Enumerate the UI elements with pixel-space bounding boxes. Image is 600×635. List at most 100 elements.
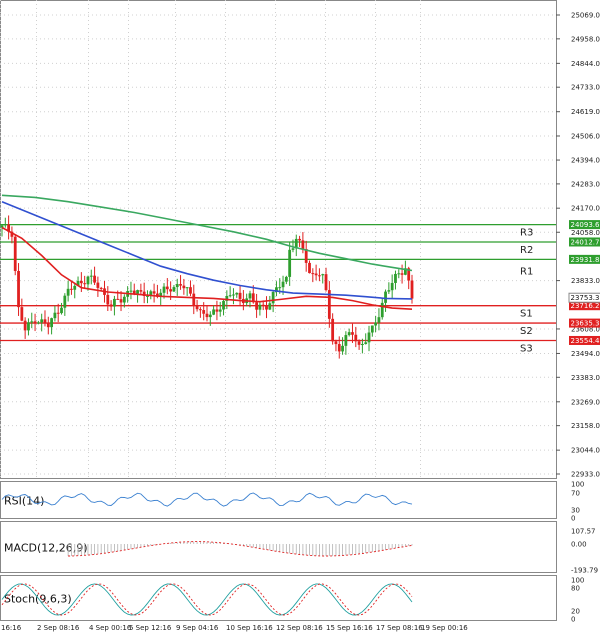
candle-body bbox=[394, 273, 397, 283]
candle-body bbox=[89, 275, 93, 277]
x-axis-label: 16:16 bbox=[1, 624, 22, 632]
x-axis-label: 19 Sep 00:16 bbox=[421, 624, 468, 632]
candle-body bbox=[106, 294, 110, 305]
candle-body bbox=[208, 314, 212, 318]
x-axis-label: 15 Sep 16:16 bbox=[326, 624, 373, 632]
level-tag-text-r3: 24093.6 bbox=[571, 221, 600, 229]
candle-body bbox=[215, 309, 219, 312]
level-tag-r2 bbox=[569, 237, 600, 247]
candle-body bbox=[175, 284, 179, 288]
candle-body bbox=[99, 287, 103, 289]
indicator-title: MACD(12,26,9) bbox=[4, 542, 88, 555]
candle-body bbox=[361, 344, 364, 346]
y-axis-label: 23044.0 bbox=[571, 447, 600, 455]
candle-body bbox=[314, 273, 318, 276]
candle-body bbox=[304, 248, 308, 263]
level-tag-r3 bbox=[569, 220, 600, 230]
candle-body bbox=[149, 291, 153, 296]
y-axis-label: 24619.0 bbox=[571, 108, 600, 116]
y-axis-label: 24283.0 bbox=[571, 180, 600, 188]
candle-body bbox=[205, 313, 209, 318]
candle-body bbox=[116, 298, 120, 300]
candle-body bbox=[70, 288, 73, 290]
candle-body bbox=[248, 293, 252, 299]
candle-body bbox=[377, 317, 381, 323]
candle-body bbox=[308, 262, 311, 274]
candle-body bbox=[36, 322, 40, 324]
candle-body bbox=[337, 344, 341, 352]
candle-body bbox=[407, 268, 411, 281]
x-axis: 16:16 2 Sep 08:16 4 Sep 00:165 Sep 12:16 9 … bbox=[1, 624, 468, 632]
candle-body bbox=[185, 287, 189, 289]
candle-body bbox=[46, 323, 50, 328]
candle-body bbox=[152, 291, 156, 294]
candle-body bbox=[162, 286, 166, 293]
candle-body bbox=[288, 249, 292, 277]
candle-body bbox=[251, 293, 255, 303]
y-axis-label: 23833.0 bbox=[571, 277, 600, 285]
candle-body bbox=[364, 342, 368, 345]
level-tag-s1 bbox=[569, 301, 600, 311]
x-axis-label: 4 Sep 00:16 bbox=[89, 624, 132, 632]
indicator-title: Stoch(9,6,3) bbox=[4, 593, 72, 606]
price-tags: 24093.6 24012.7 23931.8 23716.2 23635.3 23554… bbox=[568, 220, 600, 345]
indicator-axis-label: 0 bbox=[571, 616, 575, 624]
candle-body bbox=[3, 224, 7, 226]
candle-body bbox=[40, 319, 44, 323]
level-tag-s2 bbox=[569, 318, 600, 328]
moving-averages bbox=[1, 194, 413, 310]
ma-line-ma-slow bbox=[1, 194, 413, 272]
y-axis-label: 23383.0 bbox=[571, 374, 600, 382]
candle-body bbox=[400, 273, 404, 275]
x-axis-label: 17 Sep 08:16 bbox=[376, 624, 423, 632]
candle-body bbox=[341, 345, 344, 352]
candle-body bbox=[255, 302, 258, 310]
candle-body bbox=[192, 293, 196, 306]
candle-body bbox=[169, 289, 173, 292]
candle-body bbox=[122, 296, 126, 303]
ma-line-ma-fast bbox=[1, 226, 413, 310]
candle-body bbox=[268, 303, 272, 310]
y-axis-label: 24958.0 bbox=[571, 35, 600, 43]
candle-body bbox=[265, 304, 268, 310]
candle-body bbox=[321, 274, 325, 276]
candle-body bbox=[367, 332, 371, 343]
candle-body bbox=[311, 273, 315, 275]
candle-body bbox=[10, 231, 14, 237]
indicator-axis-label: -193.79 bbox=[571, 567, 598, 575]
indicator-axis-label: 100 bbox=[571, 481, 584, 489]
candle-body bbox=[380, 302, 384, 318]
y-axis-label: 24058.0 bbox=[571, 229, 600, 237]
candle-body bbox=[344, 335, 348, 346]
y-axis-label: 22933.0 bbox=[571, 471, 600, 479]
candle-body bbox=[139, 290, 143, 292]
candle-body bbox=[113, 298, 116, 307]
candle-body bbox=[298, 238, 301, 241]
y-axis-label: 24506.0 bbox=[571, 132, 600, 140]
candle-body bbox=[63, 295, 67, 308]
candle-body bbox=[109, 304, 113, 307]
candle-body bbox=[23, 320, 27, 331]
candle-body bbox=[403, 268, 407, 275]
candle-body bbox=[390, 282, 394, 291]
indicator-axis-label: 0 bbox=[571, 515, 575, 523]
candle-body bbox=[347, 332, 351, 336]
candle-body bbox=[351, 332, 354, 335]
level-tag-text-s1: 23716.2 bbox=[571, 302, 600, 310]
candle-body bbox=[66, 288, 70, 296]
candle-body bbox=[0, 225, 4, 228]
ma-line-ma-medium bbox=[1, 200, 413, 300]
level-tag-text-s3: 23554.4 bbox=[571, 337, 600, 345]
y-axis-label: 24733.0 bbox=[571, 84, 600, 92]
level-tag-r1 bbox=[569, 254, 600, 264]
indicator-title: RSI(14) bbox=[4, 495, 44, 508]
candle-body bbox=[96, 282, 100, 288]
main-panel-frame bbox=[0, 0, 557, 479]
candle-body bbox=[73, 285, 77, 290]
y-axis-label: 25069.0 bbox=[571, 12, 600, 20]
candle-body bbox=[198, 309, 202, 311]
candle-body bbox=[235, 292, 239, 295]
indicator-axis-label: 20 bbox=[571, 608, 580, 616]
candle-body bbox=[86, 276, 90, 285]
